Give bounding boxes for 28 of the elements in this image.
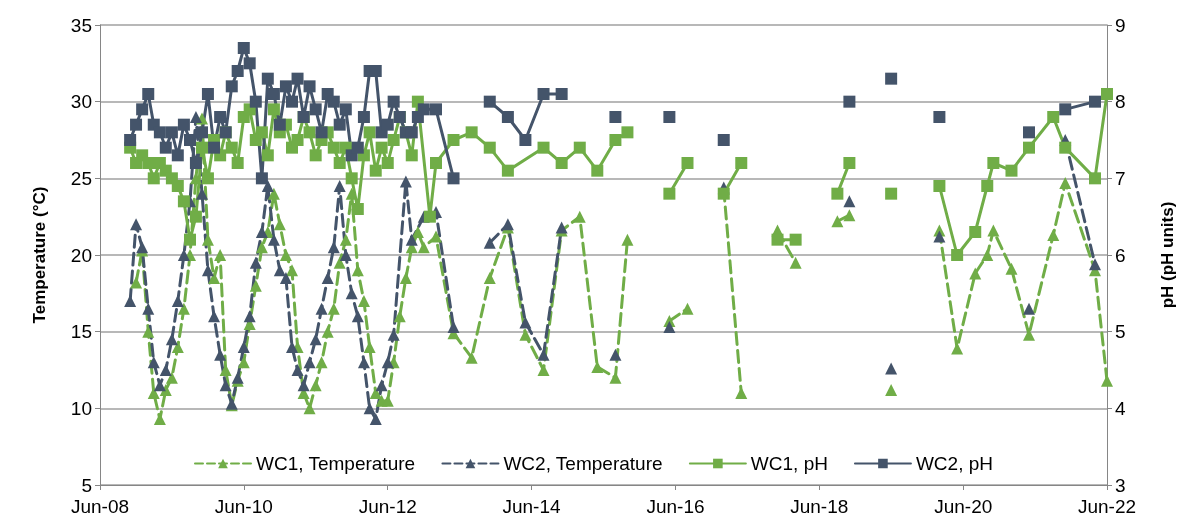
y2-axis-title: pH (pH units) bbox=[1158, 201, 1177, 309]
y2-tick-label: 8 bbox=[1115, 91, 1126, 113]
y-tick-label: 35 bbox=[70, 14, 92, 36]
x-tick-label: Jun-08 bbox=[70, 496, 130, 517]
y-tick-label: 30 bbox=[70, 91, 92, 113]
x-tick-label: Jun-16 bbox=[646, 496, 705, 517]
y2-tick-label: 3 bbox=[1115, 474, 1126, 496]
y-axis-title: Temperature (°C) bbox=[30, 186, 49, 324]
y2-tick-label: 7 bbox=[1115, 167, 1126, 189]
x-tick-label: Jun-22 bbox=[1077, 496, 1137, 517]
x-tick-label: Jun-20 bbox=[934, 496, 993, 517]
y-tick-label: 20 bbox=[70, 244, 92, 266]
y2-tick-label: 4 bbox=[1115, 397, 1126, 419]
legend-label: WC2, Temperature bbox=[503, 453, 663, 474]
y-tick-label: 10 bbox=[70, 397, 92, 419]
y-tick-label: 5 bbox=[81, 474, 92, 496]
y-tick-label: 15 bbox=[70, 321, 92, 343]
x-tick-label: Jun-14 bbox=[502, 496, 561, 517]
legend-label: WC2, pH bbox=[915, 453, 994, 474]
legend-label: WC1, pH bbox=[750, 453, 828, 474]
y2-tick-label: 5 bbox=[1115, 321, 1126, 343]
x-tick-label: Jun-10 bbox=[214, 496, 273, 517]
y2-tick-label: 6 bbox=[1115, 244, 1126, 266]
y2-tick-label: 9 bbox=[1115, 14, 1126, 36]
y-tick-label: 25 bbox=[70, 167, 92, 189]
legend-label: WC1, Temperature bbox=[255, 453, 416, 474]
x-tick-label: Jun-18 bbox=[790, 496, 849, 517]
x-tick-label: Jun-12 bbox=[358, 496, 417, 517]
